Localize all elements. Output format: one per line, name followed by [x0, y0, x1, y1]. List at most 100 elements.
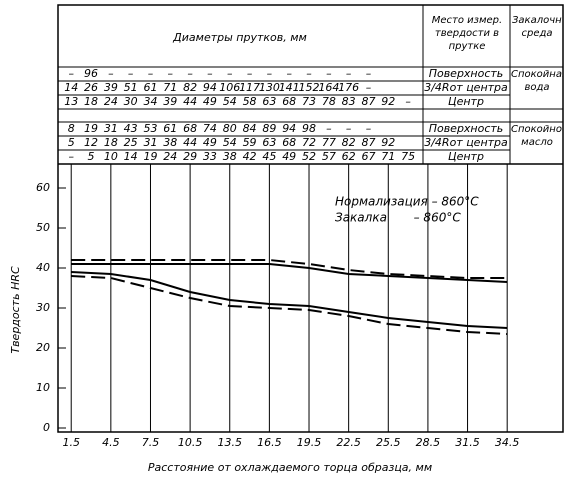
table-cell: –: [128, 67, 134, 80]
x-tick-label: 13.5: [217, 436, 242, 449]
table-cell: 164: [318, 81, 339, 94]
table-cell: 62: [342, 150, 356, 163]
table-cell: –: [207, 67, 213, 80]
table-cell: 67: [361, 150, 375, 163]
table-cell: 5: [68, 136, 75, 149]
y-tick-label: 40: [36, 261, 50, 274]
table-cell: 30: [124, 95, 138, 108]
table-cell: 80: [223, 122, 237, 135]
table-cell: 58: [243, 95, 257, 108]
table-cell: 39: [163, 95, 177, 108]
table-cell: –: [267, 67, 273, 80]
table-cell: 68: [282, 95, 296, 108]
table-cell: 31: [104, 122, 118, 135]
table-cell: 34: [143, 95, 157, 108]
table-cell: 92: [381, 95, 395, 108]
position-title: Место измер. твердости в прутке: [431, 15, 503, 52]
x-tick-label: 34.5: [495, 436, 520, 449]
medium: Спокойное масло: [511, 124, 563, 148]
y-axis-label: Твердость HRC: [9, 266, 22, 354]
table-cell: 52: [302, 150, 316, 163]
table-cell: 31: [143, 136, 157, 149]
table-cell: –: [366, 122, 372, 135]
table-cell: –: [366, 67, 372, 80]
table-cell: 68: [183, 122, 197, 135]
table-cell: 38: [163, 136, 177, 149]
y-tick-label: 60: [36, 181, 50, 194]
table-cell: –: [306, 67, 312, 80]
table-cell: 176: [338, 81, 359, 94]
table-cell: 39: [104, 81, 118, 94]
table-cell: 68: [282, 136, 296, 149]
x-tick-label: 1.5: [62, 436, 80, 449]
table-cell: 14: [124, 150, 138, 163]
table-cell: –: [405, 95, 411, 108]
table-cell: –: [247, 67, 253, 80]
table-cell: 42: [243, 150, 257, 163]
table-cell: –: [148, 67, 154, 80]
table-cell: –: [68, 67, 74, 80]
table-cell: 61: [143, 81, 157, 94]
table-cell: 98: [302, 122, 316, 135]
curve: [71, 259, 508, 279]
table-cell: 24: [104, 95, 118, 108]
table-cell: 19: [84, 122, 98, 135]
table-cell: 61: [163, 122, 177, 135]
table-cell: 24: [163, 150, 177, 163]
table-cell: 87: [361, 95, 375, 108]
table-cell: 44: [183, 136, 197, 149]
x-axis-label: Расстояние от охлаждаемого торца образца…: [148, 461, 432, 474]
table-cell: 10: [104, 150, 118, 163]
table-cell: 25: [124, 136, 138, 149]
table-cell: 92: [381, 136, 395, 149]
table-cell: –: [168, 67, 174, 80]
x-tick-label: 10.5: [178, 436, 203, 449]
table-cell: 84: [243, 122, 257, 135]
table-cell: –: [326, 122, 332, 135]
annotation: Закалка – 860°С: [335, 211, 461, 225]
position-label: Поверхность: [429, 67, 504, 80]
table-cell: 54: [223, 95, 237, 108]
table-cell: 82: [342, 136, 356, 149]
y-tick-label: 50: [36, 221, 50, 234]
table-cell: 87: [361, 136, 375, 149]
frame: [57, 4, 564, 433]
x-tick-label: 28.5: [416, 436, 441, 449]
table-cell: 13: [64, 95, 78, 108]
x-tick-label: 31.5: [455, 436, 480, 449]
table-cell: 63: [262, 95, 276, 108]
table-cell: 71: [163, 81, 177, 94]
table-cell: 33: [203, 150, 217, 163]
x-tick-label: 25.5: [376, 436, 401, 449]
curve: [71, 275, 508, 335]
table-cell: 43: [124, 122, 138, 135]
table-cell: 130: [259, 81, 280, 94]
table-cell: –: [346, 67, 352, 80]
table-cell: –: [108, 67, 114, 80]
medium-title-box: Закалочная среда: [512, 15, 562, 39]
position-label: Поверхность: [429, 122, 504, 135]
table-cell: –: [286, 67, 292, 80]
table-cell: 54: [223, 136, 237, 149]
table-lines: [58, 5, 563, 165]
table-cell: 8: [68, 122, 75, 135]
table-cell: 78: [322, 95, 336, 108]
table-cell: 45: [262, 150, 276, 163]
table-cell: 73: [302, 95, 316, 108]
table-cell: 94: [203, 81, 217, 94]
table-cell: –: [346, 122, 352, 135]
table-cell: 44: [183, 95, 197, 108]
table-cell: –: [187, 67, 193, 80]
x-tick-label: 16.5: [257, 436, 282, 449]
table-cell: 49: [203, 95, 217, 108]
table-cell: –: [227, 67, 233, 80]
table-cell: 51: [124, 81, 138, 94]
table-cell: 14: [64, 81, 78, 94]
curve: [71, 263, 508, 283]
y-tick-label: 10: [36, 381, 50, 394]
position-label: Центр: [448, 95, 484, 108]
medium-box: Спокойное масло: [511, 124, 563, 148]
table-cell: –: [366, 81, 372, 94]
table-cell: 89: [262, 122, 276, 135]
table-cell: 75: [401, 150, 415, 163]
